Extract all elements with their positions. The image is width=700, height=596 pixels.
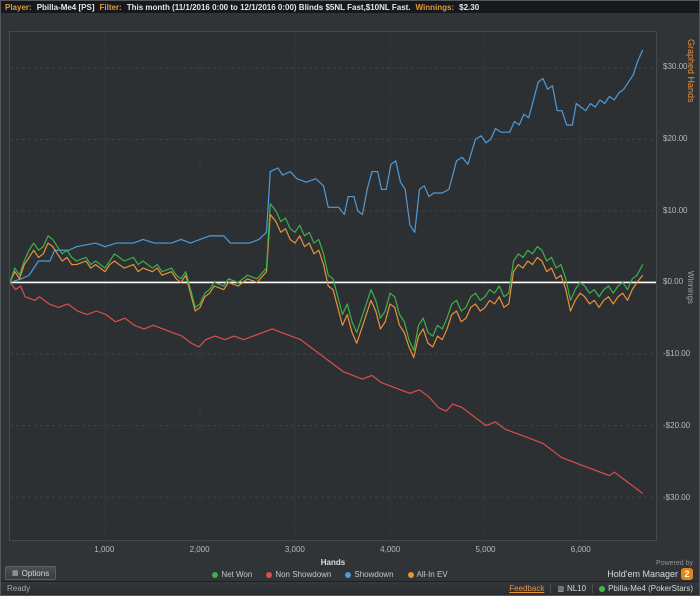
x-tick-label: 1,000 (94, 545, 115, 554)
powered-by: Powered by Hold'em Manager 2 (607, 560, 693, 580)
cards-icon: ▥ (557, 585, 564, 593)
legend-item-non-showdown[interactable]: Non Showdown (266, 570, 331, 579)
legend-label: Net Won (221, 570, 253, 579)
legend-item-net-won[interactable]: Net Won (212, 570, 252, 579)
legend-dot-icon (266, 571, 273, 578)
legend-label: Non Showdown (275, 570, 332, 579)
filter-label: Filter: (99, 2, 122, 12)
winnings-graph (10, 32, 656, 540)
legend-label: Showdown (354, 570, 394, 579)
chart-plot-area[interactable] (9, 31, 657, 541)
status-separator (592, 584, 594, 593)
x-tick-label: 2,000 (189, 545, 210, 554)
y-tick-label: $20.00 (663, 133, 688, 143)
winnings-value: $2.30 (459, 2, 480, 12)
stake-indicator[interactable]: ▥ NL10 (557, 584, 586, 593)
series-showdown (10, 49, 644, 283)
x-tick-label: 4,000 (380, 545, 401, 554)
status-ready-text: Ready (7, 584, 31, 593)
options-button-label: Options (21, 568, 50, 578)
top-info-bar: Player: Pbilla-Me4 [PS] Filter: This mon… (1, 1, 699, 13)
x-tick-label: 5,000 (475, 545, 496, 554)
graph-panel: 1,000 2,000 3,000 4,000 5,000 6,000 $30.00 $20… (1, 13, 699, 582)
powered-by-label: Powered by (656, 560, 693, 567)
legend-item-showdown[interactable]: Showdown (345, 570, 394, 579)
legend-dot-icon (345, 571, 352, 578)
feedback-link[interactable]: Feedback (509, 584, 545, 593)
y-tick-label: -$10.00 (663, 349, 691, 359)
series-all-in-ev (10, 213, 644, 359)
legend-dot-icon (212, 571, 219, 578)
legend-label: All-In EV (416, 570, 448, 579)
y-tick-label: $10.00 (663, 205, 688, 215)
x-axis-label: Hands (320, 558, 346, 567)
tab-graphed-hands[interactable]: Graphed Hands (686, 39, 696, 103)
legend-item-all-in-ev[interactable]: All-In EV (407, 570, 448, 579)
x-tick-label: 6,000 (570, 545, 591, 554)
player-value: Pbilla-Me4 [PS] (36, 2, 95, 12)
y-tick-label: -$20.00 (663, 421, 691, 431)
x-tick-label: 3,000 (284, 545, 305, 554)
winnings-label: Winnings: (415, 2, 455, 12)
hm2-logo-icon: 2 (681, 568, 693, 580)
legend-dot-icon (407, 571, 414, 578)
online-status-icon (599, 585, 606, 592)
stake-label: NL10 (566, 584, 587, 593)
status-bar: Ready Feedback ▥ NL10 Pbilla-Me4 (PokerS… (1, 581, 699, 595)
player-label: Player: (5, 2, 32, 12)
y-axis-label: Winnings (686, 271, 695, 304)
chart-legend: Net Won Non Showdown Showdown All-In EV (1, 570, 659, 579)
account-label: Pbilla-Me4 (PokerStars) (608, 584, 693, 593)
y-tick-label: $0.00 (663, 277, 684, 287)
holdem-manager-label: Hold'em Manager (607, 569, 678, 579)
y-tick-label: $30.00 (663, 61, 688, 71)
account-status[interactable]: Pbilla-Me4 (PokerStars) (599, 584, 693, 593)
filter-value: This month (11/1/2016 0:00 to 12/1/2016 … (126, 2, 411, 12)
y-tick-label: -$30.00 (663, 492, 691, 502)
options-button[interactable]: ▦ Options (5, 566, 57, 580)
options-grid-icon: ▦ (12, 570, 19, 577)
status-separator (550, 584, 552, 593)
series-non-showdown (10, 282, 644, 494)
series-net-won (10, 203, 644, 351)
